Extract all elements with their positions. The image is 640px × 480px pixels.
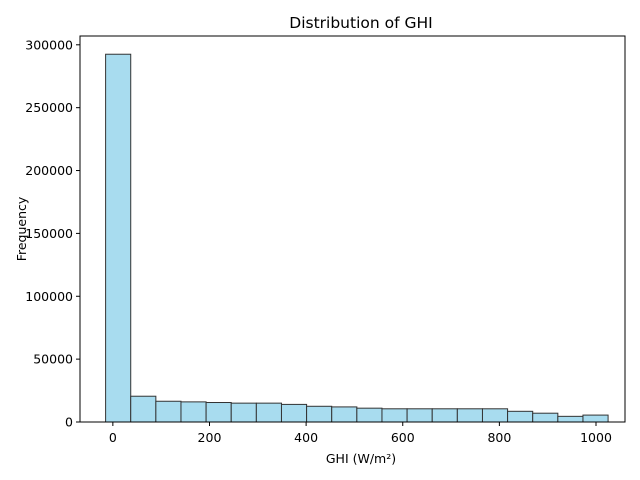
histogram-bar — [180, 401, 207, 423]
x-tick-label: 800 — [487, 430, 511, 445]
histogram-bar — [356, 407, 383, 423]
histogram-bar — [306, 405, 333, 423]
y-tick-label: 150000 — [25, 226, 73, 241]
chart-title: Distribution of GHI — [289, 14, 432, 32]
x-tick-label: 1000 — [580, 430, 612, 445]
histogram-bar — [582, 414, 609, 423]
histogram-bar — [205, 402, 232, 423]
x-axis-ticks: 0 200 400 600 800 1000 — [109, 422, 612, 445]
y-tick-label: 0 — [65, 415, 73, 430]
plot-frame — [79, 35, 626, 423]
histogram-bar — [230, 402, 257, 423]
histogram-bar — [255, 402, 282, 423]
y-axis-ticks: 0 50000 100000 150000 200000 250000 300000 — [25, 37, 80, 430]
y-tick-label: 100000 — [25, 289, 73, 304]
histogram-bar — [406, 408, 433, 423]
histogram-bar — [280, 403, 308, 423]
histogram-bar — [331, 406, 358, 423]
histogram-bar — [105, 53, 132, 423]
bars-group — [105, 53, 609, 423]
histogram-bar — [130, 395, 157, 423]
x-tick-label: 600 — [391, 430, 415, 445]
histogram-bar — [456, 408, 483, 423]
histogram-bar — [431, 408, 458, 423]
histogram-bar — [481, 408, 509, 423]
x-tick-label: 200 — [198, 430, 222, 445]
histogram-bar — [155, 400, 182, 423]
x-tick-label: 400 — [294, 430, 318, 445]
x-axis-label: GHI (W/m²) — [326, 451, 396, 466]
histogram-bar — [557, 415, 584, 423]
y-tick-label: 200000 — [25, 163, 73, 178]
y-tick-label: 250000 — [25, 100, 73, 115]
histogram-bar — [381, 408, 408, 423]
x-tick-label: 0 — [109, 430, 117, 445]
histogram-bar — [532, 412, 559, 423]
y-axis-label: Frequency — [14, 196, 29, 261]
y-tick-label: 300000 — [25, 37, 73, 52]
y-tick-label: 50000 — [33, 352, 73, 367]
histogram-bar — [507, 410, 534, 423]
